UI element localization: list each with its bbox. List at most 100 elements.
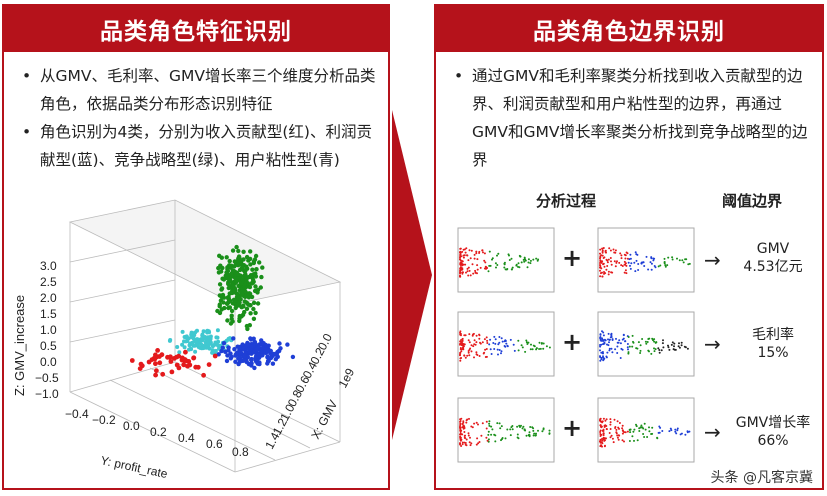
green-point [225, 266, 230, 272]
green-point [529, 426, 532, 428]
red-point [481, 422, 484, 425]
green-point [530, 343, 532, 346]
green-point [259, 274, 264, 280]
transition-arrow-icon [392, 110, 432, 440]
green-point [648, 337, 651, 340]
black-point [680, 341, 683, 344]
red-point [481, 341, 484, 344]
blue-point [674, 430, 677, 433]
threshold-gmv-label: GMV [756, 241, 790, 257]
red-point [459, 351, 462, 354]
mini-plot-1b [597, 227, 695, 293]
red-point [461, 338, 464, 340]
cyan-point [175, 345, 180, 349]
green-point [215, 308, 220, 314]
blue-point [233, 359, 238, 364]
green-point [538, 348, 541, 350]
red-point [473, 253, 476, 256]
blue-point [611, 339, 614, 341]
red-point [153, 372, 159, 378]
x-axis-exponent: 1e9 [336, 366, 358, 391]
green-point [656, 436, 659, 439]
scatter-3d-plot: 3.0 2.5 2.0 1.5 1.0 0.5 0.0 −0.5 −1.0 −0… [12, 199, 358, 481]
green-point [242, 309, 247, 315]
red-point [473, 339, 476, 342]
red-point [478, 337, 481, 340]
y-tick-4: 0.4 [178, 431, 195, 445]
green-point [489, 264, 492, 267]
green-point [526, 266, 529, 269]
blue-point [246, 341, 251, 347]
red-point [467, 274, 470, 277]
cyan-point [167, 338, 172, 343]
green-point [221, 277, 227, 282]
red-point [467, 434, 470, 437]
red-point [483, 259, 486, 262]
red-point [473, 356, 475, 359]
red-point [459, 429, 462, 432]
red-point [459, 420, 461, 423]
blue-point [635, 259, 638, 262]
blue-point [261, 341, 266, 346]
red-point [461, 267, 464, 270]
red-point [460, 350, 463, 353]
green-point [520, 261, 523, 264]
red-point [477, 442, 480, 445]
green-point [646, 341, 649, 343]
red-point [599, 269, 601, 272]
blue-point [605, 355, 608, 358]
green-point [532, 344, 535, 347]
red-point [176, 353, 182, 359]
red-point [463, 354, 466, 357]
blue-point [270, 361, 276, 366]
green-point [217, 304, 222, 309]
red-point [464, 356, 467, 359]
green-point [545, 345, 548, 348]
green-point [629, 431, 632, 434]
red-point [601, 439, 604, 442]
green-point [488, 424, 491, 427]
blue-point [220, 345, 225, 350]
red-point [459, 426, 461, 429]
red-point [602, 262, 605, 265]
blue-point [676, 429, 679, 432]
red-point [599, 252, 601, 255]
blue-point [494, 338, 497, 341]
red-point [619, 252, 622, 255]
blue-point [629, 267, 632, 270]
blue-point [643, 265, 646, 267]
blue-point [647, 268, 650, 271]
red-point [472, 332, 475, 335]
green-point [671, 258, 674, 261]
red-point [475, 353, 478, 356]
red-point [485, 436, 488, 439]
blue-point [489, 338, 492, 341]
green-point [542, 428, 545, 431]
red-point [623, 440, 625, 443]
blue-point [617, 341, 620, 344]
green-point [257, 260, 262, 265]
z-tick-2: 2.0 [40, 291, 57, 305]
result-arrow-icon-3: → [704, 420, 721, 444]
green-point [253, 284, 258, 289]
green-point [537, 429, 539, 432]
red-point [462, 256, 465, 259]
y-tick-2: 0.0 [123, 419, 140, 433]
green-point [247, 284, 253, 290]
cyan-point [182, 345, 187, 350]
blue-point [624, 340, 626, 343]
column-header-threshold: 阈值边界 [722, 192, 783, 210]
green-point [642, 427, 645, 430]
black-point [657, 347, 660, 350]
blue-point [622, 337, 625, 340]
blue-point [633, 261, 636, 264]
green-point [236, 254, 242, 259]
red-point [168, 359, 174, 364]
green-point [508, 259, 511, 261]
green-point [516, 425, 519, 428]
green-point [651, 426, 654, 429]
green-point [681, 259, 684, 262]
red-point [614, 249, 617, 252]
red-point [469, 436, 471, 439]
green-point [229, 308, 235, 314]
